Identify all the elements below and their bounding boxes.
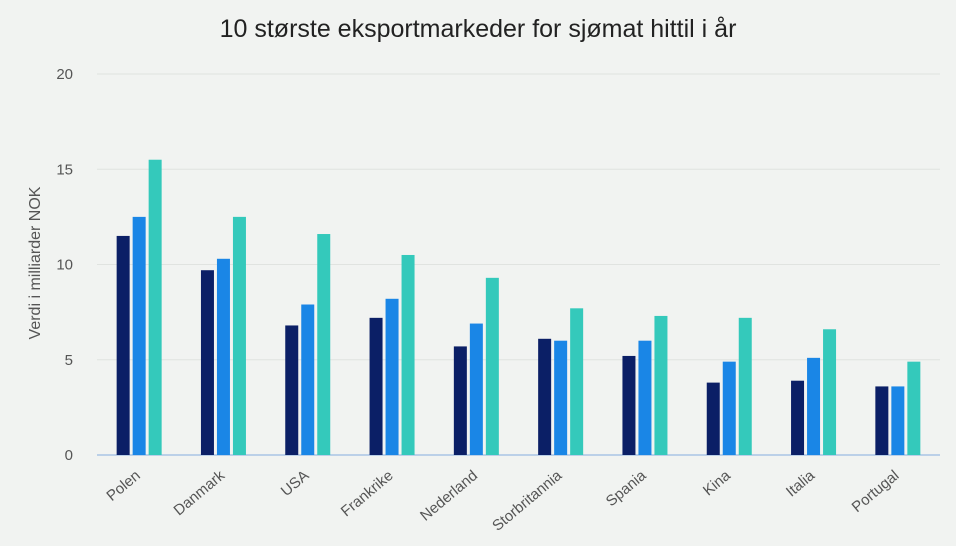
bar	[638, 340, 652, 455]
bar	[285, 325, 299, 455]
bar	[807, 357, 821, 455]
bar	[538, 338, 552, 455]
bar	[485, 277, 499, 455]
chart-title: 10 største eksportmarkeder for sjømat hi…	[220, 15, 737, 43]
bar	[385, 298, 399, 455]
bar	[554, 340, 568, 455]
x-tick-label: Danmark	[170, 467, 228, 519]
bar	[891, 386, 905, 455]
y-axis-ticks: 0 5 10 15 20	[56, 66, 73, 464]
x-tick-label: Polen	[103, 467, 143, 505]
bar	[453, 346, 467, 455]
bar	[232, 216, 246, 455]
bar	[317, 234, 331, 455]
x-axis-ticks: Polen Danmark USA Frankrike Nederland Storbri…	[103, 467, 902, 535]
y-tick-label: 0	[65, 447, 73, 464]
bar	[216, 258, 230, 455]
bar	[200, 270, 214, 455]
bar	[369, 317, 383, 455]
y-tick-label: 15	[56, 161, 73, 178]
bar	[622, 355, 636, 455]
bar	[148, 159, 162, 455]
bar	[570, 308, 584, 455]
x-tick-label: Storbritannia	[489, 467, 566, 535]
bar	[875, 386, 889, 455]
x-tick-label: Nederland	[417, 467, 481, 525]
x-tick-label: USA	[278, 467, 313, 500]
bar	[823, 329, 837, 455]
bar	[907, 361, 921, 455]
y-tick-label: 20	[56, 66, 73, 83]
bar	[469, 323, 483, 455]
bar	[791, 380, 805, 455]
y-tick-label: 5	[65, 352, 73, 369]
bar	[132, 216, 146, 455]
bar	[301, 304, 315, 455]
bar	[722, 361, 736, 455]
x-tick-label: Spania	[603, 467, 650, 510]
x-tick-label: Frankrike	[338, 467, 397, 520]
bar	[116, 235, 130, 455]
y-tick-label: 10	[56, 257, 73, 274]
bars	[116, 159, 921, 455]
x-tick-label: Kina	[700, 467, 734, 500]
bar	[654, 315, 668, 455]
y-axis-label: Verdi i milliarder NOK	[27, 186, 44, 339]
bar	[401, 254, 415, 455]
x-tick-label: Portugal	[849, 467, 903, 516]
bar	[706, 382, 720, 455]
bar	[738, 317, 752, 455]
x-tick-label: Italia	[783, 467, 819, 501]
